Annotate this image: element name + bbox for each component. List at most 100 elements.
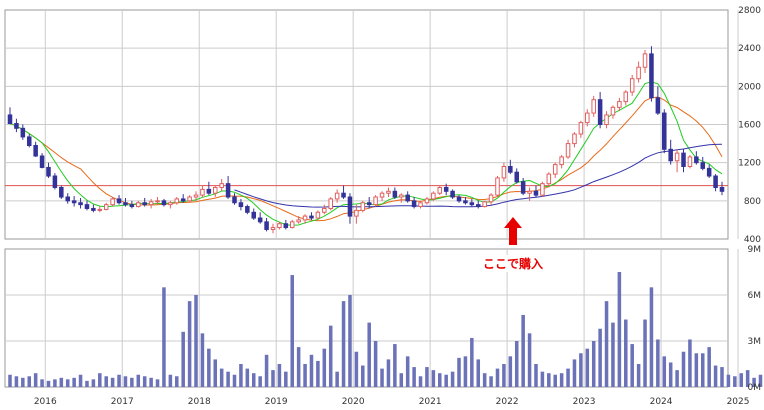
candle [91, 204, 96, 213]
candle [225, 176, 231, 199]
candle-body [456, 196, 462, 202]
candle [142, 197, 147, 207]
volume-bar [98, 373, 102, 387]
candle [136, 200, 141, 208]
candle-body [450, 190, 455, 198]
year-tick-label: 2018 [188, 397, 211, 407]
candle-body [565, 143, 571, 158]
candle-body [578, 122, 584, 135]
volume-bar [290, 275, 294, 387]
candle-body [52, 175, 58, 188]
candle [437, 185, 443, 196]
volume-bar [431, 370, 436, 387]
candle [97, 206, 103, 213]
volume-bar [547, 373, 551, 387]
candle-body [264, 221, 269, 230]
candle-body [328, 198, 333, 209]
candle [341, 185, 346, 199]
volume-bar [694, 353, 699, 387]
candle [251, 208, 257, 220]
candle [26, 134, 32, 148]
candle-body [161, 200, 167, 206]
volume-bar [65, 379, 70, 387]
candle-body [591, 99, 596, 114]
year-tick-label: 2019 [265, 397, 288, 407]
volume-bar [752, 377, 756, 387]
volume-bar [617, 272, 622, 387]
candle [674, 149, 680, 173]
volume-bar [713, 365, 718, 387]
candle-body [341, 192, 346, 198]
candle [514, 168, 520, 184]
candle-body [527, 190, 532, 194]
candle-body [174, 198, 180, 204]
volume-bar [514, 341, 519, 387]
candle-body [700, 162, 706, 169]
moving-average-long [234, 143, 723, 208]
candle [719, 181, 725, 196]
candle-body [26, 136, 32, 146]
candle-body [604, 114, 609, 126]
candle [540, 181, 545, 198]
candle-body [148, 201, 154, 206]
candle-body [7, 114, 13, 125]
volume-bar [656, 339, 660, 387]
candle-body [200, 188, 205, 196]
candle-body [309, 215, 314, 219]
candle [520, 177, 526, 196]
candle [155, 197, 160, 205]
volume-bars [8, 272, 763, 387]
volume-bar [8, 374, 12, 387]
candle-body [520, 181, 526, 194]
candle-body [488, 194, 494, 203]
candle [322, 204, 327, 215]
volume-bar [739, 373, 744, 387]
candle-body [103, 204, 109, 210]
volume-bar [457, 357, 461, 387]
candle [180, 194, 186, 203]
price-tick-label: 2800 [738, 6, 761, 16]
candle-body [501, 165, 507, 179]
year-tick-label: 2021 [419, 397, 442, 407]
candle-body [540, 183, 545, 196]
volume-bar [46, 380, 51, 387]
candle [20, 124, 26, 140]
candle-body [379, 192, 385, 198]
candle [629, 74, 635, 96]
candle-body [463, 200, 468, 204]
candle [456, 195, 462, 203]
candle-body [392, 190, 398, 198]
candle [706, 164, 712, 178]
candle [168, 200, 173, 209]
candle [59, 185, 64, 199]
volume-bar [662, 356, 667, 387]
volume-bar [309, 354, 314, 387]
volume-bar [21, 377, 25, 387]
candle [219, 178, 224, 192]
volume-bar [534, 364, 538, 387]
candle [277, 221, 282, 230]
candle-body [110, 198, 115, 206]
candle-body [65, 196, 70, 202]
candle [591, 95, 596, 117]
candle-body [719, 186, 725, 192]
candle-body [39, 155, 45, 168]
candle [264, 218, 269, 232]
volume-bar [284, 371, 288, 387]
candle-body [418, 202, 423, 208]
volume-bar [123, 376, 128, 387]
volume-bar [53, 379, 57, 387]
volume-bar [264, 354, 269, 387]
volume-bar [412, 367, 416, 387]
volume-bar [78, 374, 83, 387]
candle-body [623, 91, 629, 103]
candle [206, 181, 212, 196]
candle [232, 193, 237, 205]
candle-body [533, 190, 539, 196]
candle [283, 219, 289, 230]
candle-body [617, 101, 622, 108]
candles [7, 46, 725, 234]
volume-bar [232, 374, 237, 387]
candle [33, 141, 38, 157]
volume-tick-label: 3M [748, 337, 762, 347]
